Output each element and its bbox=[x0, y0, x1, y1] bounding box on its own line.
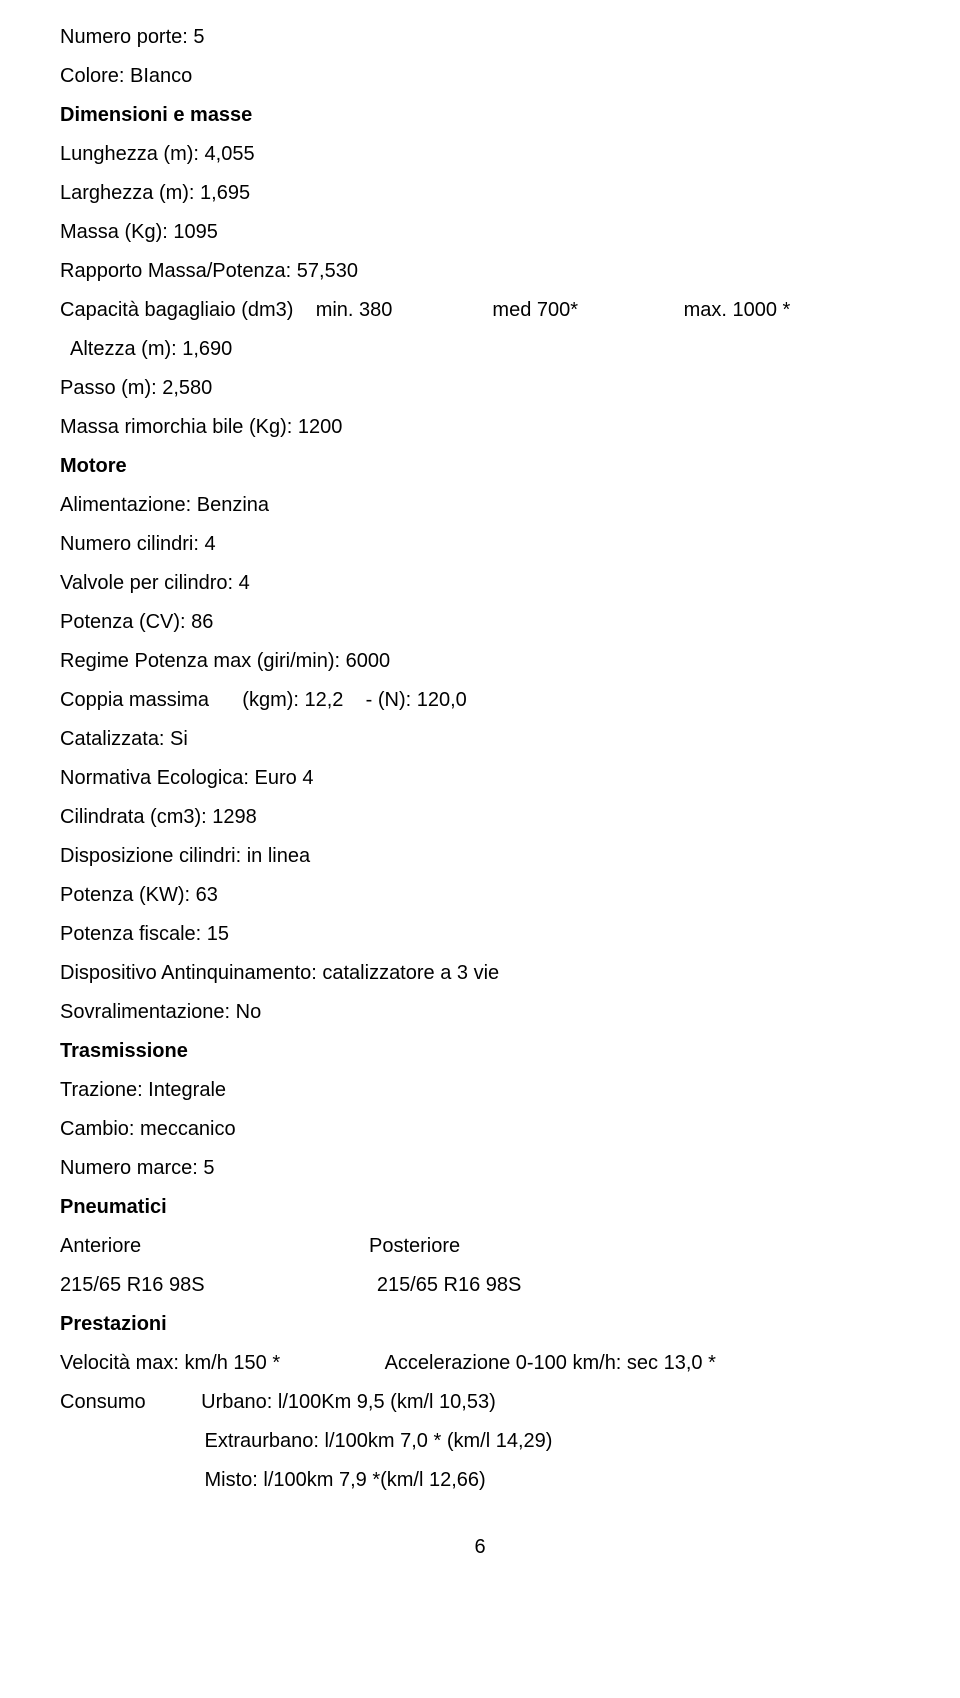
document-page: Numero porte: 5 Colore: BIanco Dimension… bbox=[0, 0, 960, 1607]
spec-line: Dispositivo Antinquinamento: catalizzato… bbox=[60, 954, 900, 993]
section-heading: Motore bbox=[60, 447, 900, 486]
section-heading: Pneumatici bbox=[60, 1188, 900, 1227]
spec-line: Alimentazione: Benzina bbox=[60, 486, 900, 525]
spec-line: Colore: BIanco bbox=[60, 57, 900, 96]
spec-line: Cilindrata (cm3): 1298 bbox=[60, 798, 900, 837]
spec-line: Altezza (m): 1,690 bbox=[60, 330, 900, 369]
spec-line: Numero cilindri: 4 bbox=[60, 525, 900, 564]
section-heading: Prestazioni bbox=[60, 1305, 900, 1344]
spec-line: Capacità bagagliaio (dm3) min. 380 med 7… bbox=[60, 291, 900, 330]
spec-line: Normativa Ecologica: Euro 4 bbox=[60, 759, 900, 798]
spec-line: Trazione: Integrale bbox=[60, 1071, 900, 1110]
spec-line: Anteriore Posteriore bbox=[60, 1227, 900, 1266]
spec-line: Rapporto Massa/Potenza: 57,530 bbox=[60, 252, 900, 291]
spec-line: Velocità max: km/h 150 * Accelerazione 0… bbox=[60, 1344, 900, 1383]
spec-line: Massa rimorchia bile (Kg): 1200 bbox=[60, 408, 900, 447]
spec-line: Potenza (KW): 63 bbox=[60, 876, 900, 915]
section-heading: Trasmissione bbox=[60, 1032, 900, 1071]
spec-line: Valvole per cilindro: 4 bbox=[60, 564, 900, 603]
spec-line: Catalizzata: Si bbox=[60, 720, 900, 759]
spec-line: Passo (m): 2,580 bbox=[60, 369, 900, 408]
spec-line: Larghezza (m): 1,695 bbox=[60, 174, 900, 213]
spec-line: Extraurbano: l/100km 7,0 * (km/l 14,29) bbox=[60, 1422, 900, 1461]
spec-line: Disposizione cilindri: in linea bbox=[60, 837, 900, 876]
spec-line: Lunghezza (m): 4,055 bbox=[60, 135, 900, 174]
spec-line: Massa (Kg): 1095 bbox=[60, 213, 900, 252]
spec-line: Coppia massima (kgm): 12,2 - (N): 120,0 bbox=[60, 681, 900, 720]
section-heading: Dimensioni e masse bbox=[60, 96, 900, 135]
page-number: 6 bbox=[60, 1528, 900, 1567]
spec-line: Potenza fiscale: 15 bbox=[60, 915, 900, 954]
spec-line: Numero marce: 5 bbox=[60, 1149, 900, 1188]
spec-line: Cambio: meccanico bbox=[60, 1110, 900, 1149]
spec-line: Potenza (CV): 86 bbox=[60, 603, 900, 642]
spec-line: 215/65 R16 98S 215/65 R16 98S bbox=[60, 1266, 900, 1305]
spec-line: Consumo Urbano: l/100Km 9,5 (km/l 10,53) bbox=[60, 1383, 900, 1422]
spec-line: Numero porte: 5 bbox=[60, 18, 900, 57]
spec-line: Regime Potenza max (giri/min): 6000 bbox=[60, 642, 900, 681]
spec-line: Sovralimentazione: No bbox=[60, 993, 900, 1032]
spec-line: Misto: l/100km 7,9 *(km/l 12,66) bbox=[60, 1461, 900, 1500]
